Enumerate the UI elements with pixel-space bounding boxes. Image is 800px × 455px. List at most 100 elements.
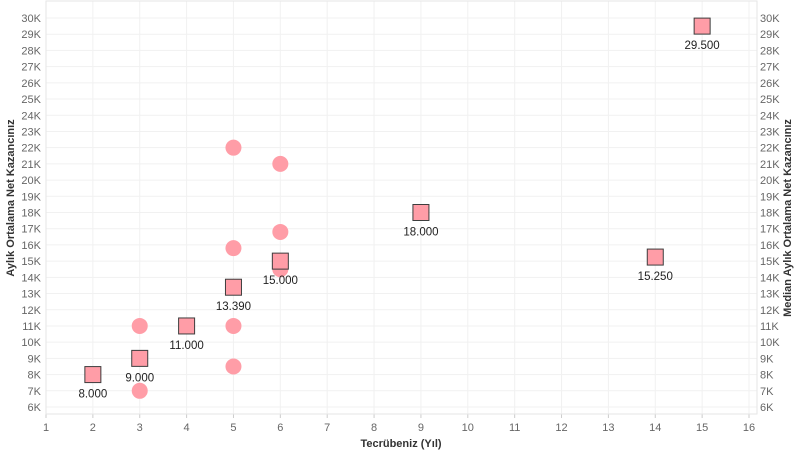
data-point-circle [225,240,242,257]
data-point-square [693,17,711,35]
y-axis-right-title: Median Aylık Ortalama Net Kazancınız [782,119,794,317]
y-tick-label-left: 20K [21,175,41,187]
data-point-square [412,204,430,221]
y-tick-label-right: 28K [760,45,780,57]
data-point-circle [225,317,242,334]
x-tick-label: 5 [230,422,236,434]
y-tick-label-right: 24K [760,110,780,122]
x-tick-label: 4 [184,422,190,434]
data-label: 11.000 [169,340,203,352]
y-tick-label-left: 8K [28,370,42,382]
y-tick-label-left: 17K [21,224,41,236]
data-label: 15.250 [638,271,673,283]
y-tick-label-right: 17K [760,224,780,236]
y-tick-label-right: 6K [760,402,774,414]
y-tick-label-right: 13K [760,289,780,301]
data-label: 8.000 [78,389,107,401]
y-tick-label-right: 19K [760,191,780,203]
y-axis-left-title: Aylık Ortalama Net Kazancınız [5,119,17,277]
data-label: 18.000 [403,227,438,239]
x-tick-label: 6 [277,422,283,434]
y-tick-label-right: 10K [760,337,780,349]
y-tick-label-left: 7K [28,386,42,398]
x-tick-label: 7 [324,422,330,434]
y-tick-label-right: 21K [760,159,780,171]
y-tick-label-right: 25K [760,94,780,106]
y-tick-label-right: 15K [760,256,780,268]
y-tick-label-right: 27K [760,62,780,74]
y-tick-label-left: 24K [21,110,41,122]
x-tick-label: 12 [555,422,567,434]
data-point-square [646,248,664,266]
data-point-circle [131,382,148,399]
y-tick-label-left: 10K [21,337,41,349]
data-point-circle [131,317,148,334]
y-tick-label-right: 18K [760,208,780,220]
data-point-square [178,317,196,335]
x-tick-label: 10 [462,422,474,434]
y-tick-label-left: 25K [21,94,41,106]
x-tick-label: 9 [418,422,424,434]
x-tick-label: 15 [696,422,708,434]
x-axis-ticks: 1 2 3 4 5 6 7 8 9 10 11 12 13 14 15 16 [43,422,755,434]
x-tick-label: 16 [743,422,755,434]
data-point-square [271,252,289,270]
data-point-circle [272,155,289,172]
data-label: 13.390 [216,301,251,313]
x-tick-label: 14 [649,422,661,434]
data-label: 9.000 [125,372,154,384]
y-tick-label-right: 9K [760,353,774,365]
y-tick-label-left: 12K [21,305,41,317]
y-axis-left-ticks: 6K 7K 8K 9K 10K 11K 12K 13K 14K 15K 16K 17K 18K 19K 20… [21,13,41,414]
y-tick-label-left: 14K [21,272,41,284]
y-tick-label-left: 21K [21,159,41,171]
y-tick-label-left: 27K [21,62,41,74]
data-point-circle [225,139,242,156]
y-tick-label-right: 20K [760,175,780,187]
x-tick-label: 11 [509,422,520,434]
data-point-square [84,366,102,384]
y-tick-label-right: 12K [760,305,780,317]
y-tick-label-right: 14K [760,272,780,284]
y-tick-label-right: 26K [760,78,780,90]
y-tick-label-right: 29K [760,29,780,41]
y-tick-label-left: 18K [21,208,41,220]
y-tick-label-left: 6K [28,402,42,414]
y-tick-label-right: 11K [760,321,779,333]
median-labels: 8.000 9.000 11.000 13.390 15.000 18.000 15.250… [78,40,719,400]
y-tick-label-left: 26K [21,78,41,90]
data-point-square [131,349,149,367]
x-tick-label: 1 [43,422,49,434]
data-point-circle [272,223,289,240]
x-tick-label: 8 [371,422,377,434]
x-tick-label: 13 [602,422,614,434]
plot-frame [45,0,758,415]
y-tick-label-left: 9K [28,353,42,365]
y-tick-label-left: 13K [21,289,41,301]
data-label: 15.000 [263,275,298,287]
y-tick-label-right: 8K [760,370,774,382]
y-tick-label-left: 15K [21,256,41,268]
data-label: 29.500 [685,40,720,52]
y-tick-label-left: 23K [21,126,41,138]
data-point-circle [225,358,242,375]
y-tick-label-right: 22K [760,143,780,155]
x-tick-label: 3 [137,422,143,434]
y-tick-label-right: 23K [760,126,780,138]
individual-points [131,139,289,399]
gridlines [45,1,757,418]
y-axis-right-ticks: 6K 7K 8K 9K 10K 11K 12K 13K 14K 15K 16K 17K 18K 19K 20… [760,13,780,414]
median-points [84,17,711,384]
y-tick-label-right: 30K [760,13,780,25]
x-tick-label: 2 [90,422,96,434]
y-tick-label-left: 28K [21,45,41,57]
y-tick-label-left: 11K [22,321,41,333]
y-tick-label-left: 30K [21,13,41,25]
y-tick-label-right: 7K [760,386,774,398]
y-tick-label-left: 29K [21,29,41,41]
y-tick-label-left: 16K [21,240,41,252]
data-point-square [224,278,242,296]
y-tick-label-right: 16K [760,240,780,252]
y-tick-label-left: 22K [21,143,41,155]
